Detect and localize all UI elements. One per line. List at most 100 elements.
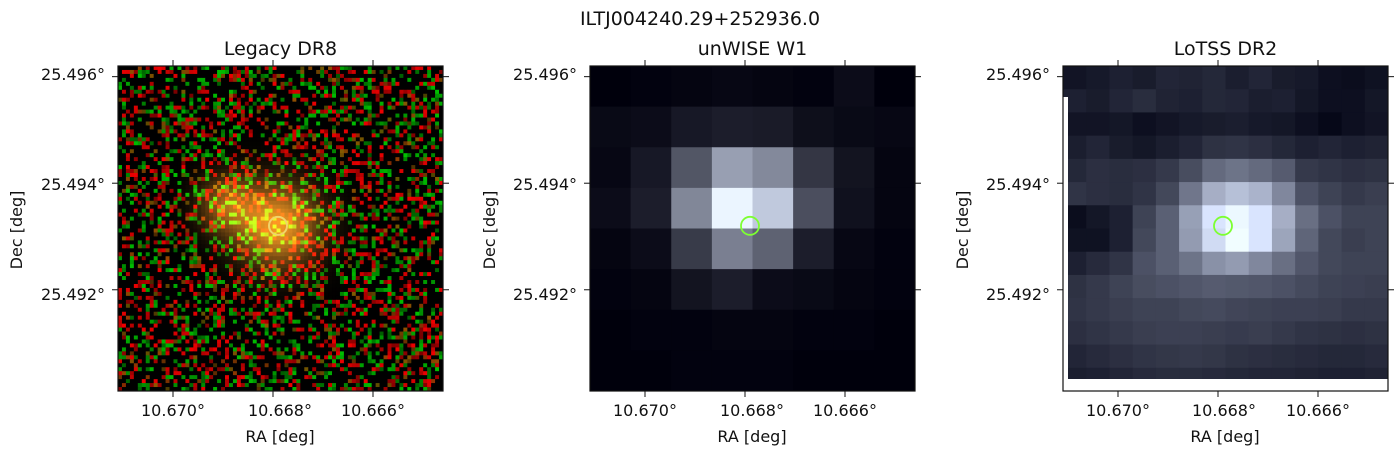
legacy-pixel <box>264 176 269 182</box>
legacy-pixel <box>141 232 147 237</box>
legacy-pixel <box>316 200 321 206</box>
legacy-pixel <box>133 220 139 225</box>
legacy-pixel <box>312 157 317 162</box>
legacy-pixel <box>181 188 186 194</box>
legacy-pixel <box>177 133 182 138</box>
legacy-pixel <box>213 105 218 110</box>
legacy-pixel <box>375 256 380 261</box>
legacy-pixel <box>296 212 301 217</box>
legacy-pixel <box>193 287 198 293</box>
legacy-pixel <box>141 192 147 198</box>
legacy-pixel <box>201 129 206 134</box>
legacy-pixel <box>201 165 206 170</box>
legacy-pixel <box>185 85 190 91</box>
legacy-pixel <box>185 73 190 79</box>
legacy-pixel <box>185 180 190 186</box>
legacy-pixel <box>153 244 158 249</box>
legacy-pixel <box>395 256 400 261</box>
legacy-pixel <box>133 77 139 83</box>
legacy-pixel <box>308 66 313 71</box>
legacy-pixel <box>228 125 234 130</box>
legacy-pixel <box>435 153 440 158</box>
legacy-pixel <box>228 184 234 190</box>
legacy-pixel <box>407 283 412 289</box>
legacy-pixel <box>236 149 242 154</box>
legacy-pixel <box>403 272 408 277</box>
legacy-pixel <box>351 276 357 281</box>
legacy-pixel <box>304 276 309 281</box>
legacy-pixel <box>403 165 408 170</box>
legacy-pixel <box>355 165 361 170</box>
legacy-pixel <box>157 184 162 190</box>
legacy-pixel <box>335 66 341 71</box>
legacy-pixel <box>339 204 345 210</box>
legacy-pixel <box>399 240 404 245</box>
legacy-pixel <box>324 85 329 91</box>
legacy-pixel <box>415 208 420 213</box>
legacy-pixel <box>288 133 293 138</box>
legacy-pixel <box>205 291 210 297</box>
legacy-pixel <box>137 93 143 99</box>
legacy-pixel <box>288 180 293 186</box>
legacy-pixel <box>395 240 400 245</box>
legacy-pixel <box>320 77 325 83</box>
legacy-pixel <box>189 141 194 146</box>
legacy-pixel <box>232 303 238 309</box>
legacy-pixel <box>272 89 277 95</box>
legacy-pixel <box>153 236 158 241</box>
legacy-pixel <box>225 180 230 186</box>
legacy-pixel <box>217 176 222 182</box>
legacy-pixel <box>351 113 357 118</box>
legacy-pixel <box>121 188 127 194</box>
legacy-pixel <box>201 85 206 91</box>
legacy-pixel <box>121 260 127 265</box>
legacy-pixel <box>304 204 309 210</box>
legacy-pixel <box>371 125 376 130</box>
legacy-pixel <box>335 299 341 305</box>
legacy-pixel <box>371 232 376 237</box>
legacy-pixel <box>161 228 166 233</box>
legacy-pixel <box>395 188 400 194</box>
legacy-pixel <box>300 252 305 257</box>
legacy-pixel <box>431 272 436 277</box>
legacy-pixel <box>363 77 369 83</box>
legacy-pixel <box>343 268 349 273</box>
legacy-pixel <box>359 101 365 106</box>
legacy-pixel <box>213 252 218 257</box>
legacy-pixel <box>419 149 424 154</box>
legacy-pixel <box>205 129 210 134</box>
legacy-pixel <box>189 264 194 269</box>
legacy-pixel <box>256 256 262 261</box>
legacy-pixel <box>181 232 186 237</box>
legacy-pixel <box>125 216 131 221</box>
legacy-pixel <box>411 287 416 293</box>
legacy-pixel <box>391 208 396 213</box>
legacy-pixel <box>149 291 155 297</box>
legacy-pixel <box>332 236 337 241</box>
legacy-pixel <box>375 260 380 265</box>
legacy-pixel <box>407 192 412 198</box>
legacy-pixel <box>129 180 135 186</box>
legacy-pixel <box>407 276 412 281</box>
legacy-pixel <box>280 93 285 99</box>
legacy-pixel <box>423 129 428 134</box>
legacy-pixel <box>248 105 254 110</box>
legacy-pixel <box>118 252 123 257</box>
legacy-pixel <box>411 157 416 162</box>
legacy-pixel <box>129 105 135 110</box>
legacy-pixel <box>367 228 373 233</box>
legacy-pixel <box>189 173 194 178</box>
legacy-pixel <box>367 101 373 106</box>
legacy-pixel <box>284 188 289 194</box>
legacy-pixel <box>367 117 373 122</box>
legacy-pixel <box>335 252 341 257</box>
legacy-pixel <box>419 220 424 225</box>
legacy-pixel <box>339 180 345 186</box>
legacy-pixel <box>411 240 416 245</box>
legacy-pixel <box>272 77 277 83</box>
legacy-pixel <box>133 97 139 103</box>
legacy-pixel <box>145 272 151 277</box>
legacy-pixel <box>221 105 226 110</box>
legacy-pixel <box>324 200 329 206</box>
legacy-pixel <box>256 77 262 83</box>
